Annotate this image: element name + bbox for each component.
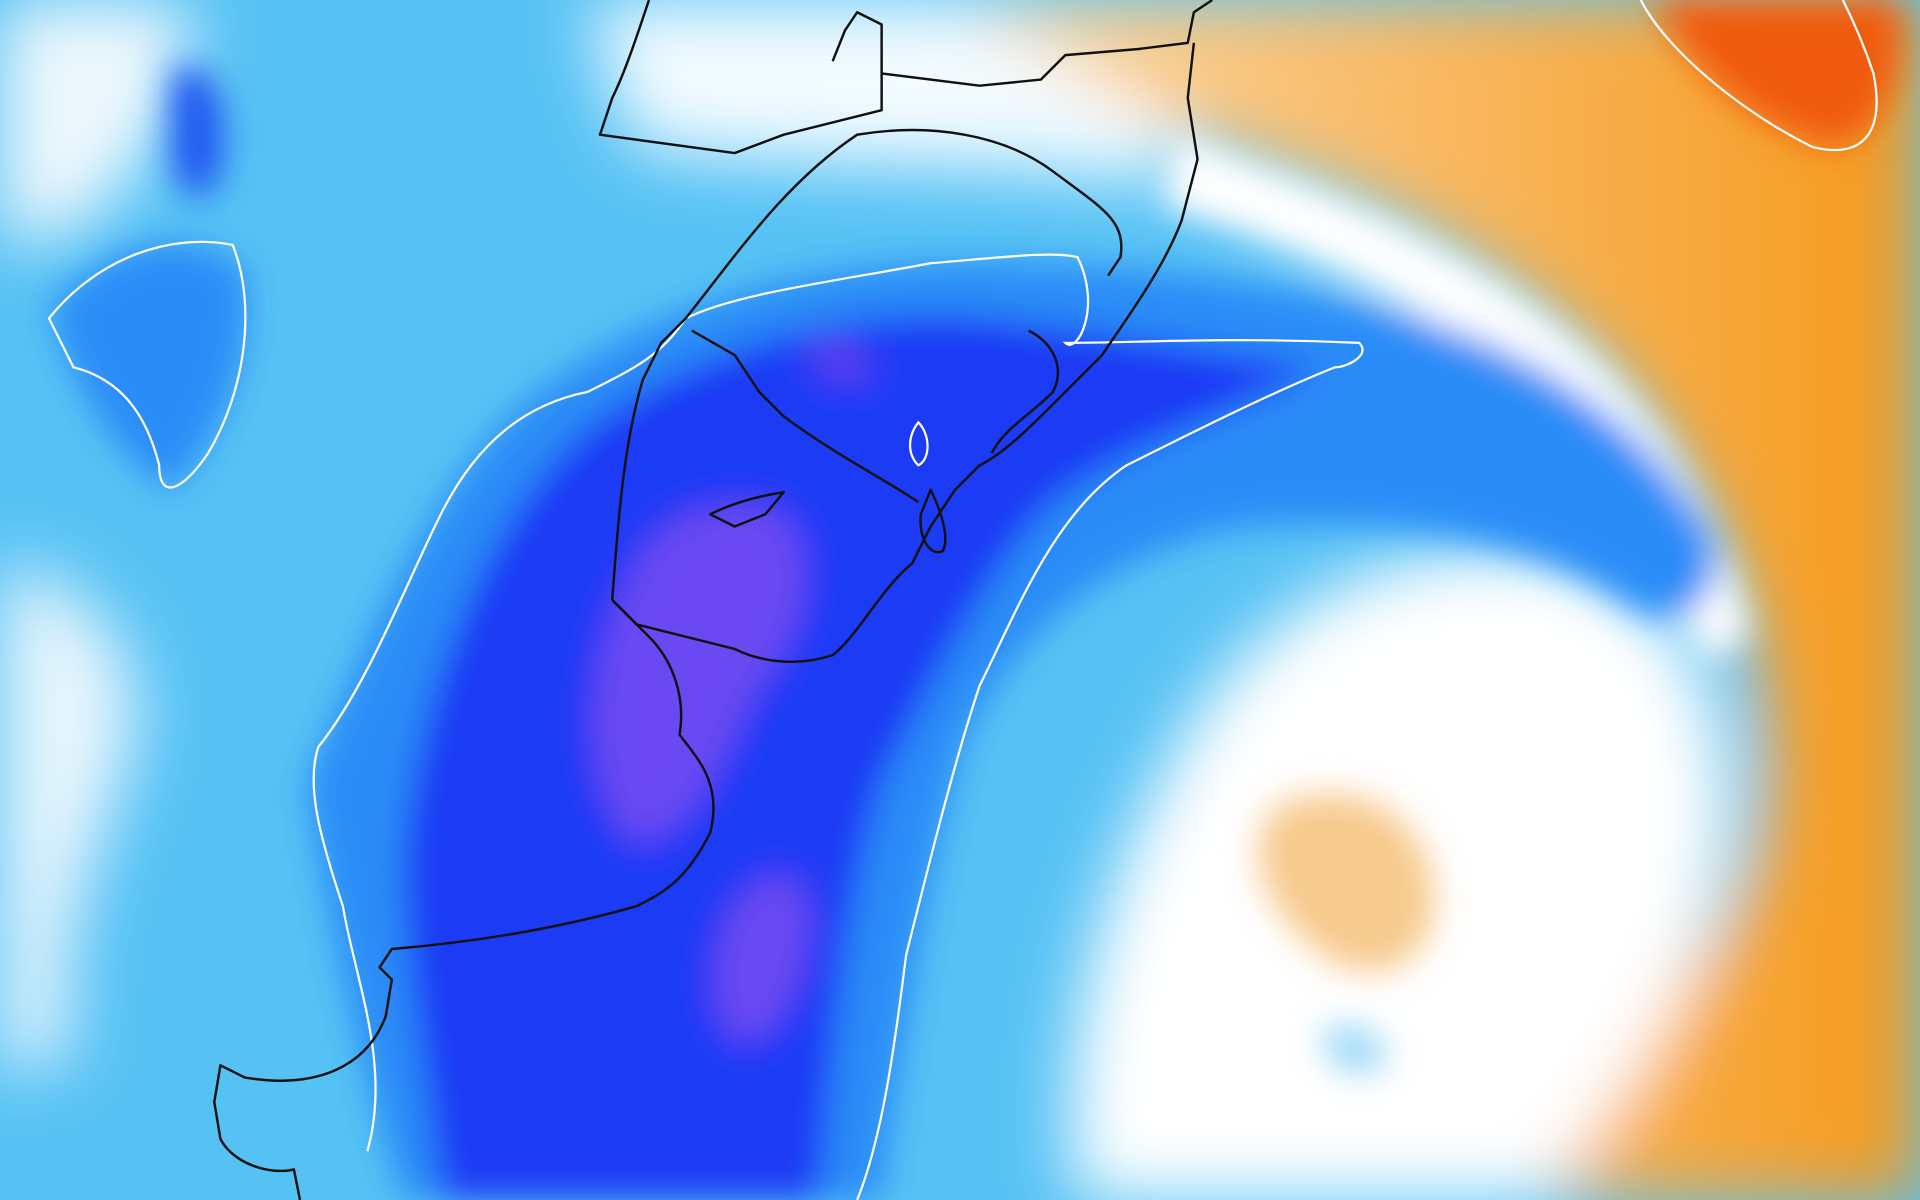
coastline bbox=[990, 329, 1060, 454]
coastline bbox=[919, 488, 947, 554]
cold-patch bbox=[48, 243, 248, 490]
border-line bbox=[881, 0, 1213, 87]
coastline bbox=[708, 491, 785, 528]
coldest-core bbox=[593, 505, 806, 845]
border-line bbox=[598, 0, 883, 155]
hot-patch bbox=[1653, 0, 1902, 147]
detail-fields bbox=[48, 0, 1902, 1200]
contour-line bbox=[1639, 0, 1878, 152]
warm-field bbox=[955, 0, 1920, 1200]
borders bbox=[213, 0, 1213, 1200]
border-line bbox=[691, 329, 920, 504]
light-patch bbox=[0, 0, 190, 245]
coldest-core bbox=[808, 339, 872, 385]
border-line bbox=[611, 128, 1123, 601]
contours bbox=[47, 0, 1878, 1200]
cool-patch bbox=[1322, 1025, 1387, 1074]
very-cold-field bbox=[404, 316, 1323, 1200]
light-patch bbox=[0, 563, 137, 1078]
contour-line bbox=[909, 420, 929, 467]
warm-patch bbox=[1258, 793, 1435, 972]
coldest-core bbox=[714, 875, 809, 1043]
coastline bbox=[213, 599, 715, 1200]
cold-patch bbox=[171, 67, 224, 198]
contour-line bbox=[47, 240, 247, 489]
contour-line bbox=[312, 253, 1364, 1200]
coastline bbox=[611, 42, 1199, 663]
